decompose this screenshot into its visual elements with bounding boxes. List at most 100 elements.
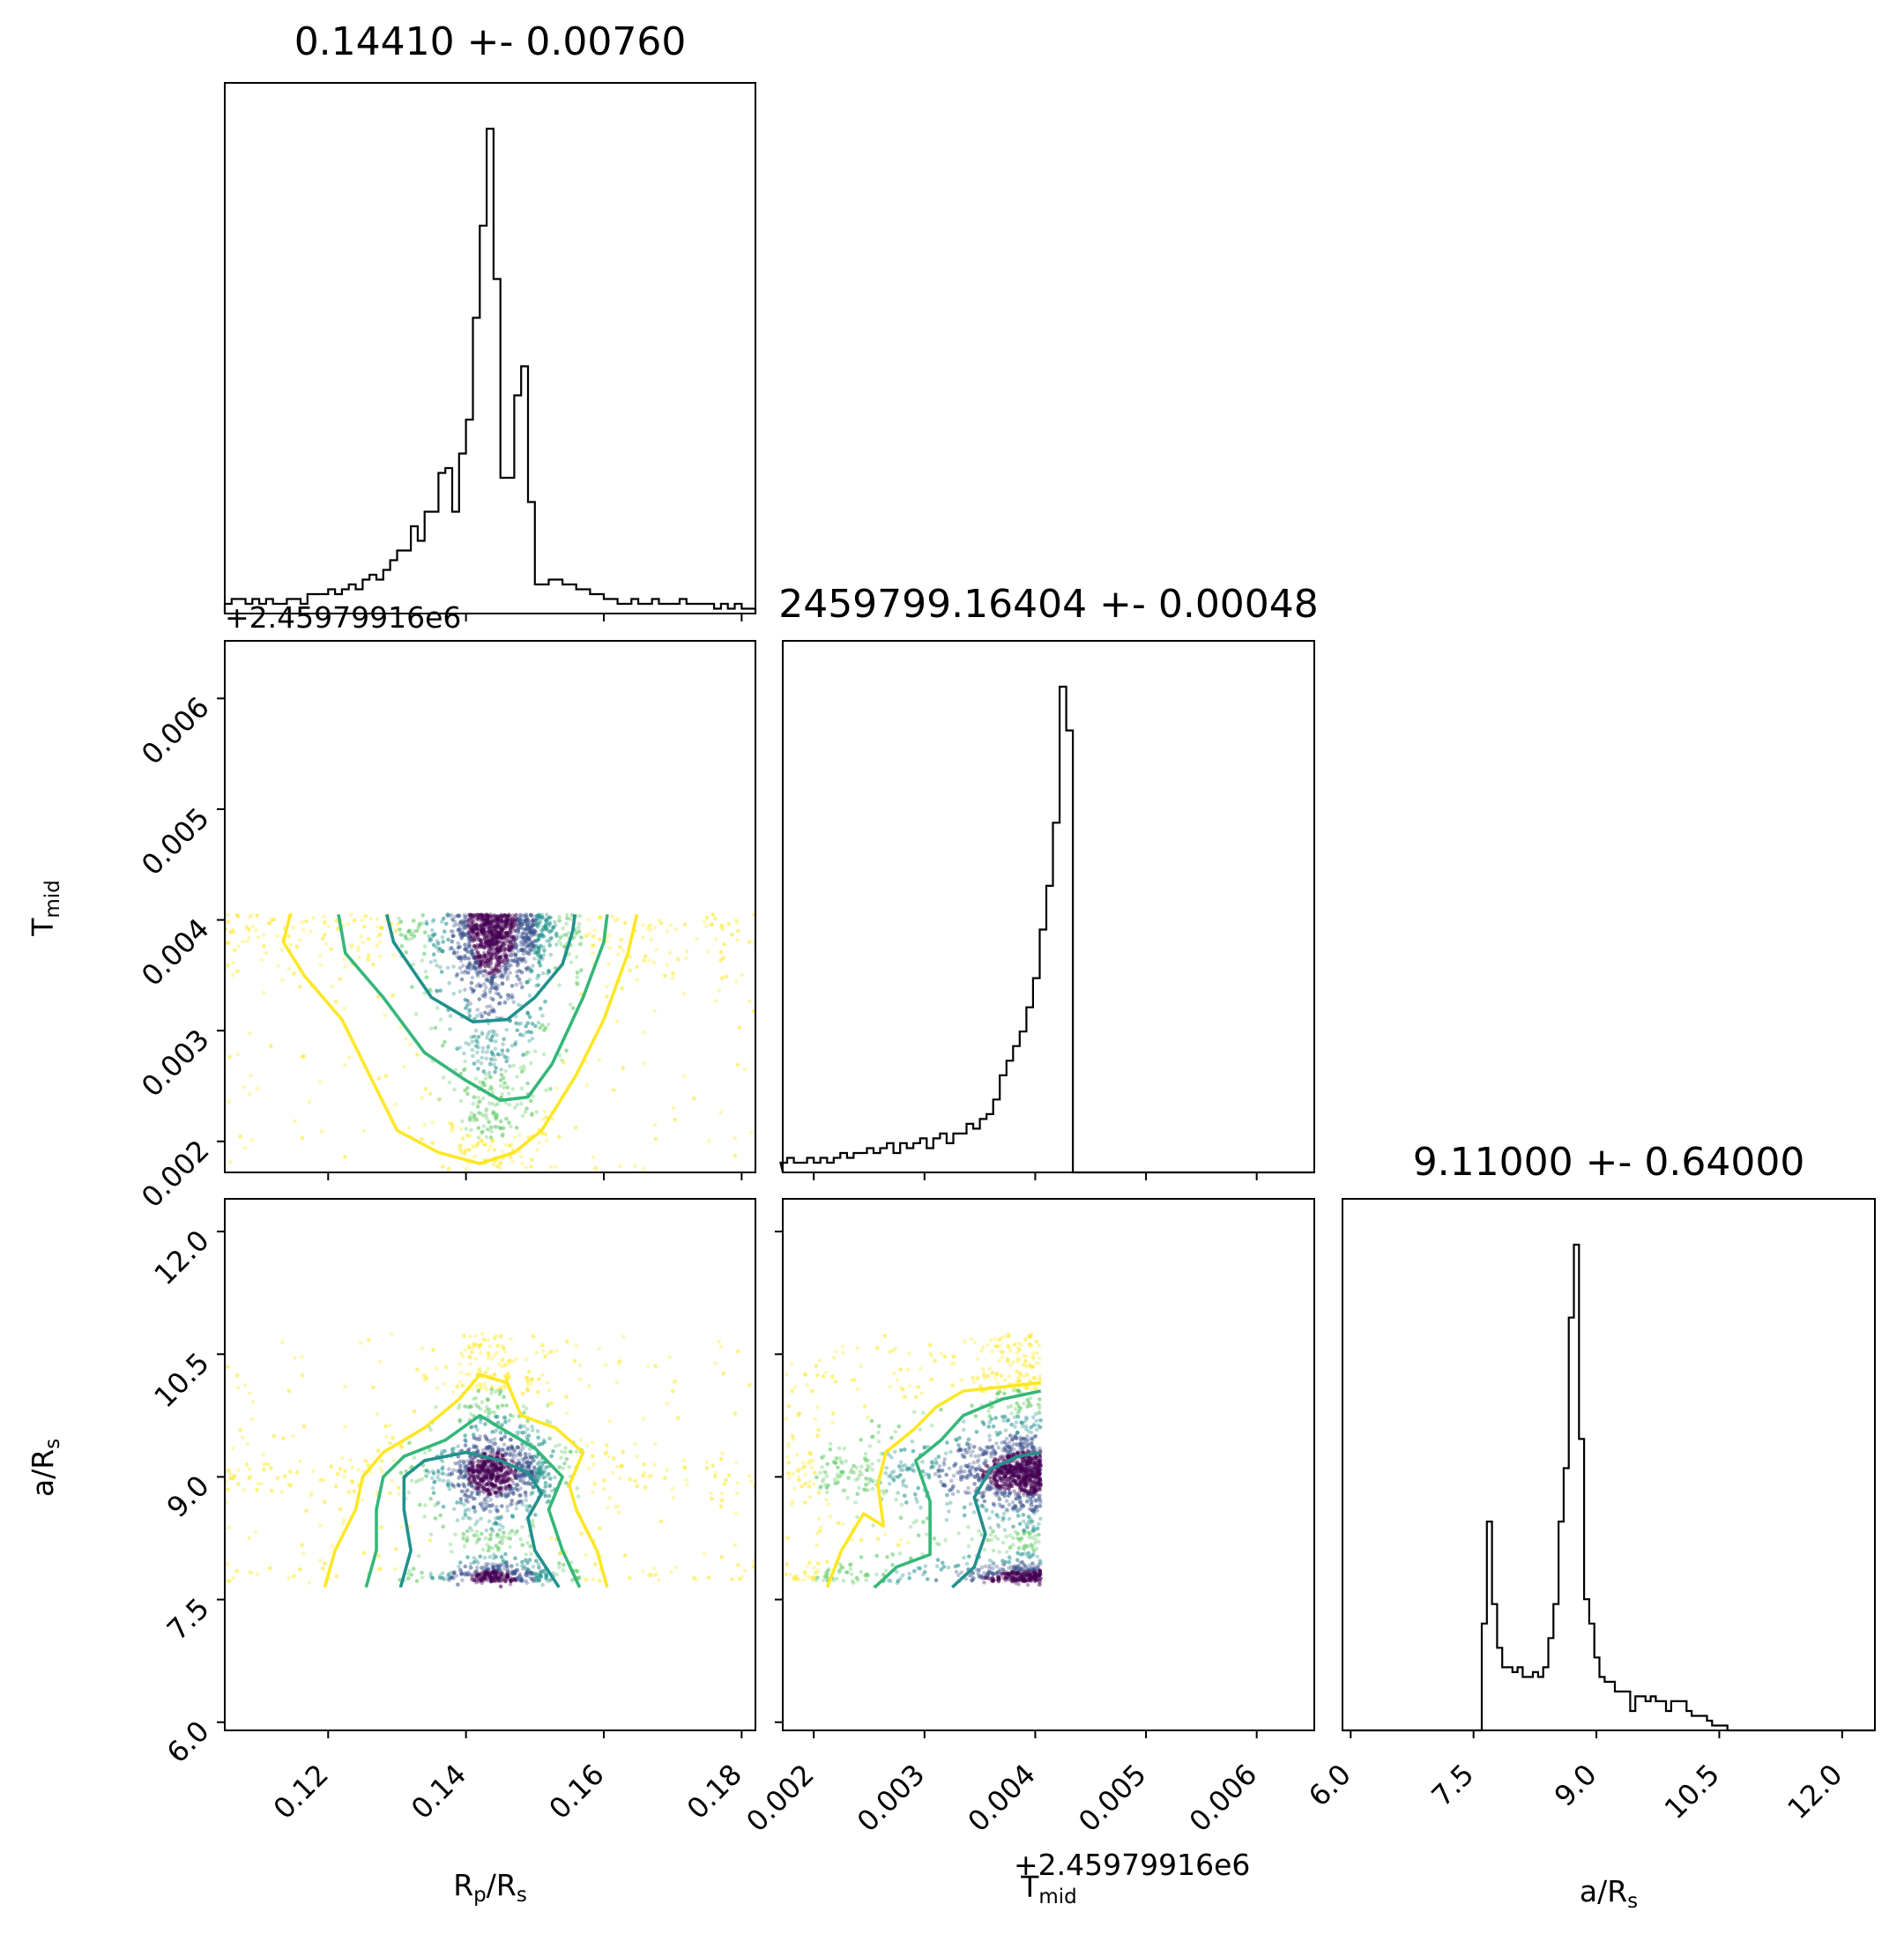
scatter-point — [528, 1098, 533, 1104]
scatter-point — [522, 1464, 526, 1469]
scatter-point — [430, 1120, 435, 1125]
scatter-point — [515, 974, 520, 978]
scatter-point — [469, 1484, 474, 1488]
scatter-point — [530, 969, 534, 973]
scatter-point — [532, 944, 537, 948]
scatter-point — [480, 930, 484, 935]
scatter-point — [480, 929, 484, 934]
scatter-point — [261, 990, 266, 995]
scatter-point — [471, 930, 476, 934]
scatter-point — [544, 1465, 549, 1469]
scatter-point — [494, 1507, 498, 1512]
scatter-point — [479, 1478, 483, 1483]
scatter-point — [491, 948, 495, 952]
scatter-point — [692, 1575, 696, 1581]
scatter-point — [473, 944, 478, 949]
scatter-point — [486, 949, 491, 955]
scatter-point — [544, 926, 549, 932]
scatter-point — [462, 1484, 467, 1489]
scatter-point — [479, 941, 484, 947]
scatter-point — [458, 958, 464, 963]
scatter-point — [484, 1405, 489, 1410]
scatter-point — [539, 1466, 543, 1471]
scatter-point — [529, 1454, 533, 1460]
scatter-point — [490, 1007, 495, 1011]
scatter-point — [509, 923, 515, 927]
scatter-point — [521, 1053, 525, 1057]
scatter-point — [505, 1465, 510, 1470]
scatter-point — [446, 938, 450, 942]
scatter-point — [487, 1407, 491, 1412]
scatter-point — [489, 1473, 495, 1478]
scatter-point — [510, 943, 516, 948]
scatter-point — [465, 1465, 470, 1470]
scatter-point — [301, 1053, 307, 1059]
scatter-point — [503, 970, 508, 975]
scatter-point — [537, 1566, 541, 1570]
scatter-point — [441, 1465, 445, 1469]
scatter-point — [481, 1477, 486, 1481]
scatter-point — [489, 932, 494, 937]
scatter-point — [527, 1452, 532, 1457]
scatter-point — [491, 1468, 496, 1473]
scatter-point — [532, 930, 536, 934]
scatter-point — [255, 1572, 260, 1577]
scatter-point — [523, 959, 528, 964]
scatter-point — [540, 1464, 545, 1469]
scatter-point — [472, 1445, 476, 1450]
scatter-point — [530, 969, 534, 973]
scatter-point — [735, 938, 740, 943]
scatter-point — [539, 1574, 544, 1580]
scatter-point — [433, 932, 437, 937]
scatter-point — [480, 1570, 485, 1574]
scatter-point — [502, 1395, 506, 1399]
scatter-point — [495, 962, 500, 967]
scatter-point — [633, 1164, 637, 1169]
scatter-point — [530, 1470, 534, 1475]
scatter-point — [482, 1555, 487, 1560]
scatter-point — [530, 934, 534, 938]
scatter-point — [477, 1579, 481, 1584]
scatter-point — [530, 1572, 534, 1576]
scatter-point — [431, 942, 436, 948]
scatter-point — [733, 1153, 738, 1158]
scatter-point — [496, 1477, 501, 1482]
scatter-point — [480, 930, 484, 935]
scatter-point — [503, 1469, 509, 1475]
scatter-point — [481, 933, 486, 938]
scatter-point — [502, 919, 508, 924]
scatter-point — [479, 939, 483, 943]
scatter-point — [489, 1482, 495, 1486]
scatter-point — [478, 964, 483, 970]
scatter-point — [456, 945, 461, 950]
scatter-point — [498, 1535, 503, 1540]
scatter-point — [481, 913, 486, 918]
scatter-point — [422, 951, 427, 956]
scatter-point — [491, 968, 496, 973]
scatter-point — [267, 921, 272, 926]
scatter-point — [508, 934, 513, 939]
scatter-point — [525, 926, 530, 931]
scatter-point — [505, 974, 509, 978]
scatter-point — [471, 1469, 475, 1474]
scatter-point — [473, 1444, 479, 1449]
scatter-point — [472, 1154, 477, 1159]
scatter-point — [500, 941, 504, 945]
scatter-point — [469, 925, 473, 930]
scatter-point — [500, 1478, 504, 1483]
scatter-point — [495, 1387, 500, 1392]
scatter-point — [495, 1033, 499, 1038]
scatter-point — [467, 961, 472, 965]
scatter-point — [490, 1102, 495, 1106]
scatter-point — [507, 912, 511, 917]
scatter-point — [509, 1529, 514, 1534]
scatter-point — [248, 1391, 252, 1395]
scatter-point — [479, 1465, 483, 1470]
scatter-point — [502, 1434, 507, 1439]
scatter-point — [682, 1465, 688, 1470]
scatter-point — [473, 1444, 479, 1449]
scatter-point — [474, 922, 479, 927]
scatter-point — [459, 935, 464, 941]
scatter-point — [457, 914, 461, 919]
scatter-point — [508, 1155, 513, 1159]
